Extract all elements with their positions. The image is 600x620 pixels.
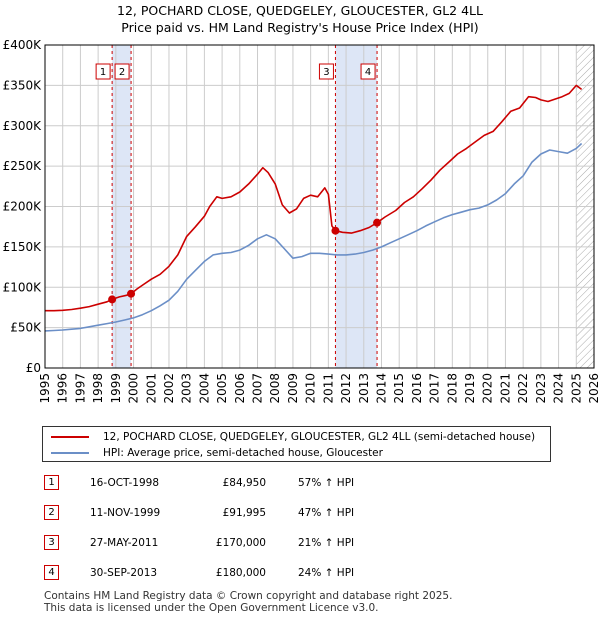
x-tick-label: 2022 — [516, 373, 530, 404]
x-tick-label: 2023 — [534, 373, 548, 404]
sale-row: 2 11-NOV-1999 £91,995 47% ↑ HPI — [0, 503, 600, 523]
y-tick-label: £250K — [3, 159, 43, 173]
x-tick-label: 2021 — [498, 373, 512, 404]
footer-licence: This data is licensed under the Open Gov… — [44, 602, 379, 614]
sale-hpi-change: 57% ↑ HPI — [298, 477, 355, 489]
x-tick-label: 2025 — [569, 373, 583, 404]
sale-hpi-change: 47% ↑ HPI — [298, 507, 355, 519]
plot-frame — [44, 44, 595, 369]
y-tick-label: £350K — [3, 78, 43, 92]
sale-number: 2 — [44, 505, 59, 520]
sale-price: £84,950 — [222, 477, 266, 489]
sale-date: 30-SEP-2013 — [90, 567, 158, 579]
sale-label-box — [318, 63, 334, 80]
sale-date: 16-OCT-1998 — [90, 477, 159, 489]
x-tick-label: 2015 — [392, 373, 406, 404]
y-tick-label: £50K — [10, 321, 42, 335]
legend-item-property: 12, POCHARD CLOSE, QUEDGELEY, GLOUCESTER… — [51, 429, 535, 445]
x-tick-label: 2024 — [552, 373, 566, 404]
legend-label-hpi: HPI: Average price, semi-detached house,… — [103, 447, 383, 459]
y-tick-label: £300K — [3, 119, 43, 133]
y-tick-label: £400K — [3, 38, 43, 52]
sale-row: 4 30-SEP-2013 £180,000 24% ↑ HPI — [0, 563, 600, 583]
x-tick-label: 2001 — [144, 373, 158, 404]
x-tick-label: 1999 — [109, 373, 123, 404]
x-tick-label: 2002 — [162, 373, 176, 404]
y-tick-label: £0 — [26, 361, 41, 375]
x-tick-label: 1998 — [91, 373, 105, 404]
sale-date: 11-NOV-1999 — [90, 507, 161, 519]
sale-label: 2 — [119, 67, 125, 78]
legend-swatch-hpi — [51, 452, 89, 454]
y-tick-label: £100K — [3, 280, 43, 294]
chart-title-line2: Price paid vs. HM Land Registry's House … — [121, 20, 479, 35]
x-tick-label: 2013 — [357, 373, 371, 404]
sale-row: 1 16-OCT-1998 £84,950 57% ↑ HPI — [0, 473, 600, 493]
sale-point — [373, 218, 382, 227]
sale-price: £180,000 — [215, 567, 266, 579]
sale-label: 1 — [100, 67, 106, 78]
x-tick-label: 2003 — [180, 373, 194, 404]
x-tick-label: 2016 — [410, 373, 424, 404]
legend-item-hpi: HPI: Average price, semi-detached house,… — [51, 445, 383, 461]
x-tick-label: 2014 — [374, 373, 388, 404]
x-tick-label: 2012 — [339, 373, 353, 404]
sale-label: 4 — [365, 67, 371, 78]
legend-label-property: 12, POCHARD CLOSE, QUEDGELEY, GLOUCESTER… — [103, 431, 536, 443]
footer-copyright: Contains HM Land Registry data © Crown c… — [44, 590, 453, 602]
y-tick-label: £200K — [3, 200, 43, 214]
sale-label-box — [114, 63, 130, 80]
x-tick-label: 2007 — [251, 373, 265, 404]
sale-point — [331, 226, 340, 235]
x-tick-label: 2020 — [481, 373, 495, 404]
property-price-line — [45, 84, 583, 312]
sale-point — [127, 289, 136, 298]
sale-price: £170,000 — [215, 537, 266, 549]
sale-number: 1 — [44, 475, 59, 490]
x-tick-label: 2011 — [321, 373, 335, 404]
footer: Contains HM Land Registry data © Crown c… — [44, 590, 452, 614]
x-tick-label: 1995 — [38, 373, 52, 404]
x-tick-label: 2017 — [428, 373, 442, 404]
sale-label: 3 — [323, 67, 329, 78]
x-tick-label: 2019 — [463, 373, 477, 404]
sale-hpi-change: 21% ↑ HPI — [298, 537, 355, 549]
y-tick-label: £150K — [3, 240, 43, 254]
x-tick-label: 2009 — [286, 373, 300, 404]
price-chart: £0 £50K £100K £150K £200K £250K £300K £350K £400… — [3, 38, 600, 404]
legend: 12, POCHARD CLOSE, QUEDGELEY, GLOUCESTER… — [42, 426, 551, 462]
sale-label-box — [360, 63, 376, 80]
hpi-line — [44, 142, 583, 332]
sale-number: 4 — [44, 565, 59, 580]
x-tick-label: 2005 — [215, 373, 229, 404]
sale-price: £91,995 — [222, 507, 266, 519]
x-tick-label: 2000 — [127, 373, 141, 404]
x-tick-label: 2004 — [197, 373, 211, 404]
sale-hpi-change: 24% ↑ HPI — [298, 567, 355, 579]
x-tick-label: 2026 — [587, 373, 600, 404]
x-tick-label: 2018 — [445, 373, 459, 404]
sale-label-box — [95, 63, 111, 80]
x-tick-label: 2006 — [233, 373, 247, 404]
chart-title-line1: 12, POCHARD CLOSE, QUEDGELEY, GLOUCESTER… — [117, 3, 483, 18]
legend-swatch-property — [51, 436, 89, 438]
sale-number: 3 — [44, 535, 59, 550]
sale-date: 27-MAY-2011 — [90, 537, 159, 549]
x-tick-label: 1996 — [56, 373, 70, 404]
x-tick-label: 2010 — [304, 373, 318, 404]
x-tick-label: 2008 — [268, 373, 282, 404]
sale-point — [108, 295, 117, 304]
sale-row: 3 27-MAY-2011 £170,000 21% ↑ HPI — [0, 533, 600, 553]
x-tick-label: 1997 — [73, 373, 87, 404]
